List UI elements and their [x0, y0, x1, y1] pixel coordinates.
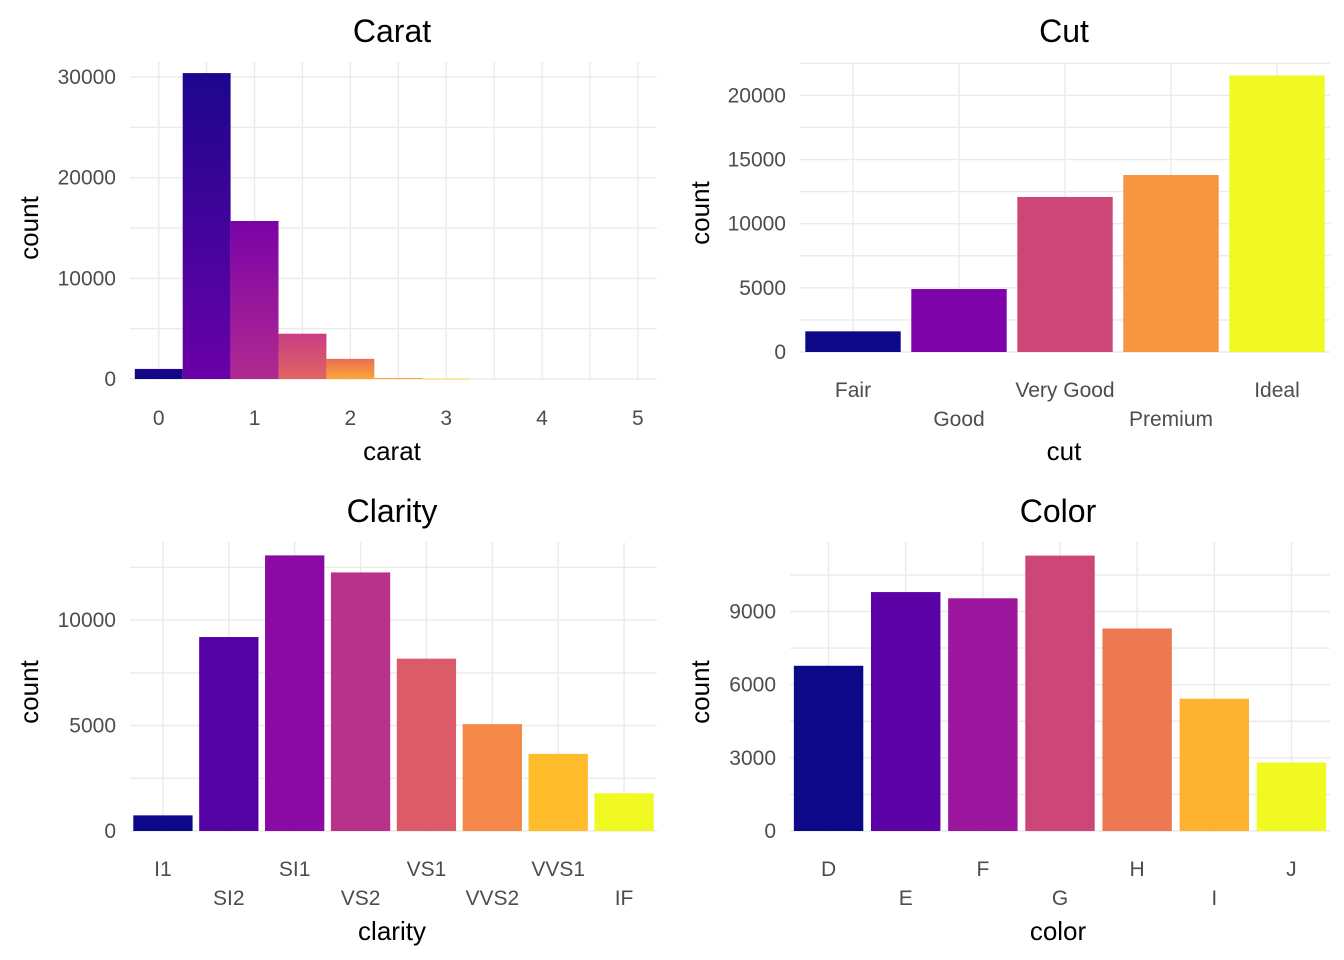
color-y-tick-label: 0 [764, 820, 776, 843]
color-x-tick-label: J [1286, 858, 1297, 881]
panel-carat: 0 10000 20000 30000 0 1 2 3 4 5 Carat carat count [14, 13, 657, 466]
clarity-chart-title: Clarity [347, 493, 438, 529]
panel-color: 0 3000 6000 9000 D E F G H I J Color color count [685, 493, 1330, 946]
cut-y-tick-label: 15000 [728, 149, 786, 172]
color-y-tick-label: 9000 [729, 601, 776, 624]
cut-bar-ideal [1229, 75, 1325, 352]
carat-bin-bar [278, 333, 327, 379]
carat-y-tick-label: 30000 [58, 66, 116, 89]
color-y-tick-label: 3000 [729, 747, 776, 770]
clarity-x-tick-label: SI1 [279, 858, 311, 881]
carat-bin-bar [230, 221, 279, 379]
carat-y-tick-label: 20000 [58, 167, 116, 190]
clarity-bars [133, 555, 654, 831]
color-x-tick-label: I [1211, 887, 1217, 910]
clarity-bar-vs1 [396, 658, 457, 831]
clarity-bar-si2 [199, 637, 259, 831]
clarity-x-tick-label: VVS2 [465, 887, 519, 910]
cut-chart-title: Cut [1039, 13, 1089, 49]
clarity-bar-vvs1 [528, 753, 588, 831]
carat-x-tick-label: 3 [440, 407, 452, 430]
color-x-tick-label: F [976, 858, 989, 881]
color-x-tick-label: E [899, 887, 913, 910]
carat-x-tick-label: 2 [345, 407, 357, 430]
carat-bin-bar [134, 368, 183, 379]
carat-x-axis-label: carat [363, 436, 422, 466]
color-chart-title: Color [1020, 493, 1097, 529]
carat-bars [134, 73, 471, 380]
clarity-bar-vs2 [330, 572, 391, 831]
color-x-tick-label: D [821, 858, 836, 881]
clarity-tick-labels: 0 5000 10000 I1 SI2 SI1 VS2 VS1 VVS2 VVS1 IF [58, 609, 634, 910]
color-tick-labels: 0 3000 6000 9000 D E F G H I J [729, 601, 1296, 910]
clarity-bar-if [594, 793, 654, 831]
carat-y-tick-label: 10000 [58, 267, 116, 290]
cut-x-axis-label: cut [1047, 436, 1082, 466]
panel-clarity: 0 5000 10000 I1 SI2 SI1 VS2 VS1 VVS2 VVS1 IF Clari… [14, 493, 657, 946]
cut-bar-premium [1123, 175, 1219, 352]
carat-y-axis-label: count [14, 195, 44, 259]
cut-bars [805, 75, 1325, 352]
color-bars [793, 555, 1327, 831]
cut-x-tick-label: Premium [1129, 408, 1213, 431]
carat-bin-bar [422, 378, 471, 380]
color-bar-h [1102, 628, 1172, 831]
clarity-x-axis-label: clarity [358, 916, 426, 946]
color-y-axis-label: count [685, 659, 715, 723]
color-bar-i [1179, 698, 1249, 831]
carat-x-tick-label: 0 [153, 407, 165, 430]
cut-x-tick-label: Fair [835, 379, 871, 402]
color-x-tick-label: G [1052, 887, 1068, 910]
color-bar-d [793, 665, 864, 831]
clarity-x-tick-label: SI2 [213, 887, 245, 910]
carat-x-tick-label: 4 [536, 407, 548, 430]
carat-x-tick-label: 1 [249, 407, 261, 430]
cut-y-tick-label: 20000 [728, 84, 786, 107]
cut-tick-labels: 0 5000 10000 15000 20000 Fair Good Very Good Pre… [728, 84, 1300, 431]
clarity-y-tick-label: 5000 [69, 715, 116, 738]
cut-y-tick-label: 0 [774, 341, 786, 364]
cut-bar-very-good [1017, 196, 1113, 352]
clarity-x-tick-label: VS2 [341, 887, 381, 910]
color-bar-j [1256, 762, 1327, 831]
carat-bin-bar [326, 358, 375, 379]
color-bar-f [948, 598, 1018, 831]
carat-x-tick-label: 5 [632, 407, 644, 430]
carat-bin-bar [182, 73, 231, 380]
clarity-x-tick-label: I1 [154, 858, 172, 881]
clarity-bar-vvs2 [462, 724, 522, 831]
carat-bin-bar [374, 377, 423, 379]
carat-chart-title: Carat [353, 13, 431, 49]
carat-tick-labels: 0 10000 20000 30000 0 1 2 3 4 5 [58, 66, 644, 430]
clarity-y-tick-label: 10000 [58, 609, 116, 632]
clarity-y-tick-label: 0 [104, 820, 116, 843]
color-x-axis-label: color [1030, 916, 1087, 946]
color-x-tick-label: H [1130, 858, 1145, 881]
clarity-y-axis-label: count [14, 659, 44, 723]
color-y-tick-label: 6000 [729, 674, 776, 697]
cut-y-tick-label: 5000 [739, 277, 786, 300]
cut-bar-fair [805, 331, 901, 352]
carat-y-tick-label: 0 [104, 368, 116, 391]
clarity-x-tick-label: VVS1 [531, 858, 585, 881]
color-bar-e [871, 592, 941, 831]
cut-y-axis-label: count [685, 180, 715, 244]
clarity-bar-si1 [265, 555, 325, 831]
clarity-x-tick-label: VS1 [407, 858, 447, 881]
color-bar-g [1025, 555, 1095, 831]
clarity-bar-i1 [133, 815, 193, 831]
cut-x-tick-label: Good [933, 408, 984, 431]
clarity-x-tick-label: IF [615, 887, 634, 910]
cut-y-tick-label: 10000 [728, 213, 786, 236]
panel-cut: 0 5000 10000 15000 20000 Fair Good Very Good Pre… [685, 13, 1330, 466]
cut-bar-good [911, 289, 1007, 352]
cut-x-tick-label: Very Good [1015, 379, 1114, 402]
cut-x-tick-label: Ideal [1254, 379, 1300, 402]
